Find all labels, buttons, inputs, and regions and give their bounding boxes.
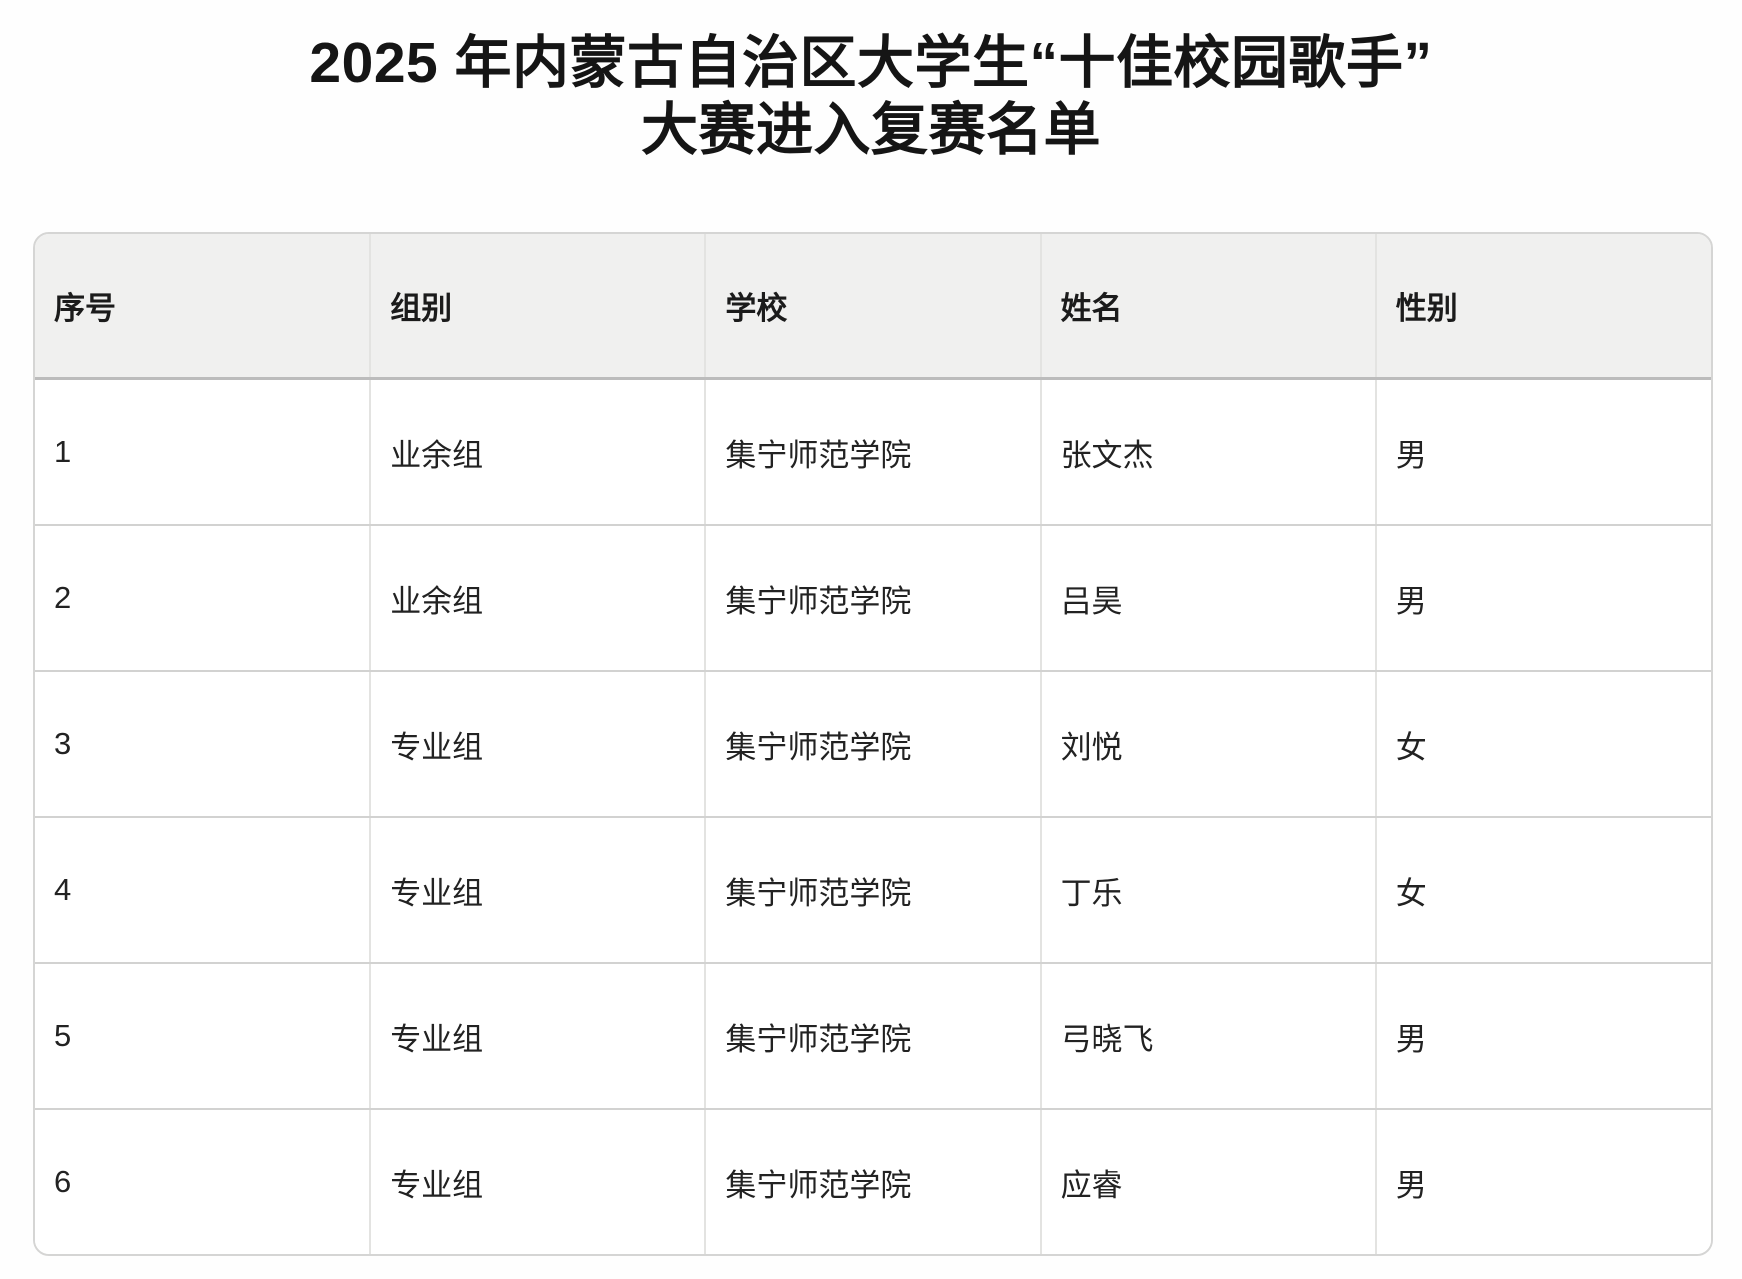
- cell-index: 2: [35, 525, 372, 672]
- cell-group: 专业组: [370, 671, 707, 818]
- table-row: 5 专业组 集宁师范学院 弓晓飞 男: [35, 963, 1711, 1110]
- cell-index: 3: [35, 671, 372, 818]
- cell-gender: 女: [1375, 671, 1711, 818]
- cell-name: 张文杰: [1040, 378, 1377, 526]
- cell-index: 4: [35, 817, 372, 964]
- cell-gender: 男: [1375, 525, 1711, 672]
- page-title-line2: 大赛进入复赛名单: [641, 98, 1101, 162]
- cell-school: 集宁师范学院: [705, 817, 1042, 964]
- cell-school: 集宁师范学院: [705, 963, 1042, 1110]
- cell-school: 集宁师范学院: [705, 378, 1042, 526]
- table-row: 1 业余组 集宁师范学院 张文杰 男: [35, 378, 1711, 526]
- page-title: 2025 年内蒙古自治区大学生“十佳校园歌手” 大赛进入复赛名单: [0, 0, 1742, 164]
- cell-gender: 男: [1375, 1109, 1711, 1254]
- table-row: 3 专业组 集宁师范学院 刘悦 女: [35, 671, 1711, 818]
- cell-gender: 男: [1375, 378, 1711, 526]
- cell-name: 丁乐: [1040, 817, 1377, 964]
- cell-name: 吕昊: [1040, 525, 1377, 672]
- roster-table-card: 序号 组别 学校 姓名 性别 1 业余组 集宁师范学院 张文杰 男 2 业余组: [33, 232, 1713, 1256]
- cell-school: 集宁师范学院: [705, 671, 1042, 818]
- cell-school: 集宁师范学院: [705, 1109, 1042, 1254]
- cell-index: 5: [35, 963, 372, 1110]
- cell-group: 专业组: [370, 1109, 707, 1254]
- cell-index: 1: [35, 378, 372, 526]
- cell-gender: 男: [1375, 963, 1711, 1110]
- column-header-school: 学校: [705, 234, 1042, 380]
- header-row: 序号 组别 学校 姓名 性别: [35, 234, 1711, 380]
- table-row: 4 专业组 集宁师范学院 丁乐 女: [35, 817, 1711, 964]
- cell-gender: 女: [1375, 817, 1711, 964]
- cell-group: 专业组: [370, 963, 707, 1110]
- roster-table: 序号 组别 学校 姓名 性别 1 业余组 集宁师范学院 张文杰 男 2 业余组: [35, 234, 1711, 1254]
- cell-group: 业余组: [370, 525, 707, 672]
- table-row: 2 业余组 集宁师范学院 吕昊 男: [35, 525, 1711, 672]
- cell-index: 6: [35, 1109, 372, 1254]
- cell-name: 刘悦: [1040, 671, 1377, 818]
- cell-group: 业余组: [370, 378, 707, 526]
- cell-school: 集宁师范学院: [705, 525, 1042, 672]
- cell-name: 弓晓飞: [1040, 963, 1377, 1110]
- table-row: 6 专业组 集宁师范学院 应睿 男: [35, 1109, 1711, 1254]
- cell-group: 专业组: [370, 817, 707, 964]
- cell-name: 应睿: [1040, 1109, 1377, 1254]
- column-header-gender: 性别: [1375, 234, 1711, 380]
- page-title-line1: 2025 年内蒙古自治区大学生“十佳校园歌手”: [309, 31, 1433, 95]
- column-header-group: 组别: [370, 234, 707, 380]
- column-header-name: 姓名: [1040, 234, 1377, 380]
- column-header-index: 序号: [35, 234, 372, 380]
